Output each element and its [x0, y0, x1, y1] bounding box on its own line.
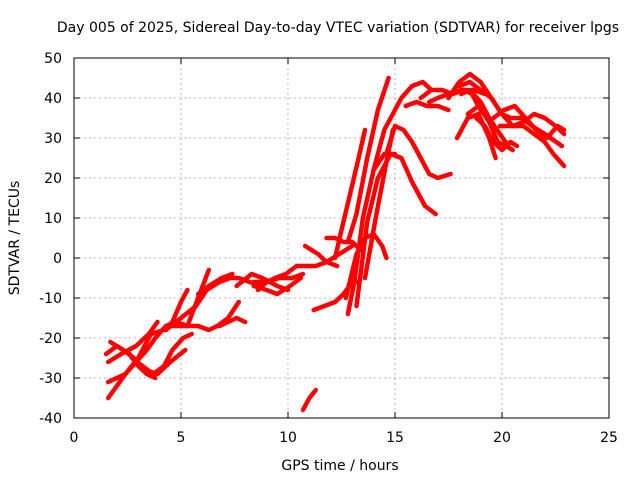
series-line-track-35 — [454, 111, 498, 161]
y-tick-label: 0 — [53, 251, 62, 267]
y-tick-label: -20 — [39, 331, 62, 347]
y-tick-label: -30 — [39, 371, 62, 387]
x-axis-label: GPS time / hours — [281, 458, 398, 474]
series-line-track-20 — [332, 127, 368, 261]
x-tick-label: 15 — [386, 430, 404, 446]
y-tick-label: 40 — [44, 91, 62, 107]
grid-lines — [74, 58, 609, 418]
y-tick-label: 20 — [44, 171, 62, 187]
series-line-track-7 — [170, 299, 242, 333]
data-series — [103, 71, 567, 413]
x-tick-label: 5 — [177, 430, 186, 446]
series-line-track-17 — [300, 387, 319, 413]
x-tick-label: 0 — [70, 430, 79, 446]
series-line-track-36 — [491, 103, 567, 141]
series-line-track-11 — [234, 271, 291, 293]
y-tick-label: 30 — [44, 131, 62, 147]
y-tick-label: 10 — [44, 211, 62, 227]
y-tick-label: -40 — [39, 411, 62, 427]
y-tick-label: -10 — [39, 291, 62, 307]
series-line-track-19 — [343, 231, 389, 301]
x-tick-label: 20 — [493, 430, 511, 446]
series-line-track-30 — [446, 71, 567, 137]
series-line-track-24 — [354, 151, 438, 309]
series-line-track-15 — [302, 243, 340, 269]
y-axis-label: SDTVAR / TECUs — [7, 181, 23, 296]
y-tick-label: 50 — [44, 51, 62, 67]
series-line-track-26 — [371, 79, 434, 173]
series-line-track-10 — [217, 315, 248, 329]
y-axis-ticks: -40 -30 -20 -10 0 10 20 30 40 50 — [39, 51, 609, 427]
series-line-track-6 — [129, 331, 194, 377]
chart-title: Day 005 of 2025, Sidereal Day-to-day VTE… — [57, 20, 619, 36]
series-line-track-22 — [345, 75, 391, 245]
x-tick-label: 25 — [600, 430, 618, 446]
x-axis-ticks: 0 5 10 15 20 25 — [70, 58, 618, 446]
series-line-track-32 — [459, 87, 511, 149]
series-line-track-3 — [105, 319, 160, 365]
series-line-track-9 — [195, 271, 235, 297]
plot-frame — [73, 57, 610, 419]
series-line-track-25 — [384, 123, 453, 181]
series-line-track-27 — [403, 99, 451, 113]
x-tick-label: 10 — [279, 430, 297, 446]
series-line-track-18 — [324, 235, 364, 253]
series-line-track-37 — [497, 123, 567, 169]
